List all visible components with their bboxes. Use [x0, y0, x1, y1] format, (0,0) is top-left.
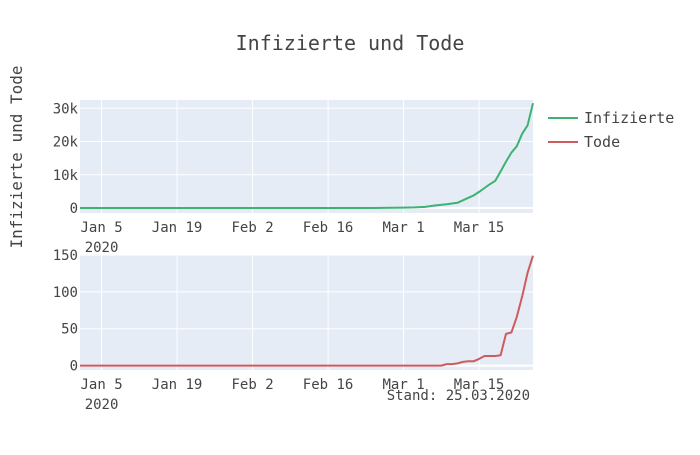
legend-label-tode: Tode	[584, 133, 620, 151]
panel-2: Jan 5 Jan 19 Feb 2 Feb 16 Mar 1 Mar 15 2020 0 50…	[53, 248, 534, 413]
x-tick-label: Jan 19	[152, 220, 203, 236]
x-tick-label: Feb 2	[231, 220, 273, 236]
y-tick-label: 0	[70, 359, 78, 375]
y-tick-label: 50	[61, 322, 78, 338]
stand-note: Stand: 25.03.2020	[387, 388, 530, 404]
x-tick-label: Mar 1	[382, 377, 424, 393]
series-line-infizierte	[80, 102, 534, 209]
plot-background	[80, 100, 533, 213]
chart-title: Infizierte und Tode	[236, 31, 465, 55]
y-tick-label: 20k	[53, 135, 79, 151]
x-tick-label: Mar 15	[454, 377, 505, 393]
panels: Jan 5 Jan 19 Feb 2 Feb 16 Mar 1 Mar 15 2020 0 10…	[53, 100, 534, 413]
panel-1: Jan 5 Jan 19 Feb 2 Feb 16 Mar 1 Mar 15 2020 0 10…	[53, 100, 534, 256]
y-axis-title: Infizierte und Tode	[7, 65, 26, 248]
x-tick-label: Feb 16	[303, 377, 354, 393]
y-tick-label: 30k	[53, 101, 79, 117]
plot-background	[80, 255, 533, 370]
x-tick-label: Feb 16	[303, 220, 354, 236]
x-tick-label: Mar 15	[454, 220, 505, 236]
y-tick-label: 100	[53, 285, 78, 301]
x-tick-label: Jan 19	[152, 377, 203, 393]
series-line-tode	[80, 255, 534, 367]
x-tick-label: Jan 5	[80, 220, 122, 236]
y-tick-label: 0	[70, 201, 78, 217]
x-tick-year: 2020	[85, 397, 119, 413]
legend: Infizierte Tode	[548, 109, 674, 151]
x-tick-label: Jan 5	[80, 377, 122, 393]
x-tick-label: Mar 1	[382, 220, 424, 236]
x-tick-year: 2020	[85, 240, 119, 256]
legend-label-infizierte: Infizierte	[584, 109, 674, 127]
y-tick-label: 10k	[53, 168, 79, 184]
y-tick-label: 150	[53, 248, 78, 264]
x-tick-label: Feb 2	[231, 377, 273, 393]
